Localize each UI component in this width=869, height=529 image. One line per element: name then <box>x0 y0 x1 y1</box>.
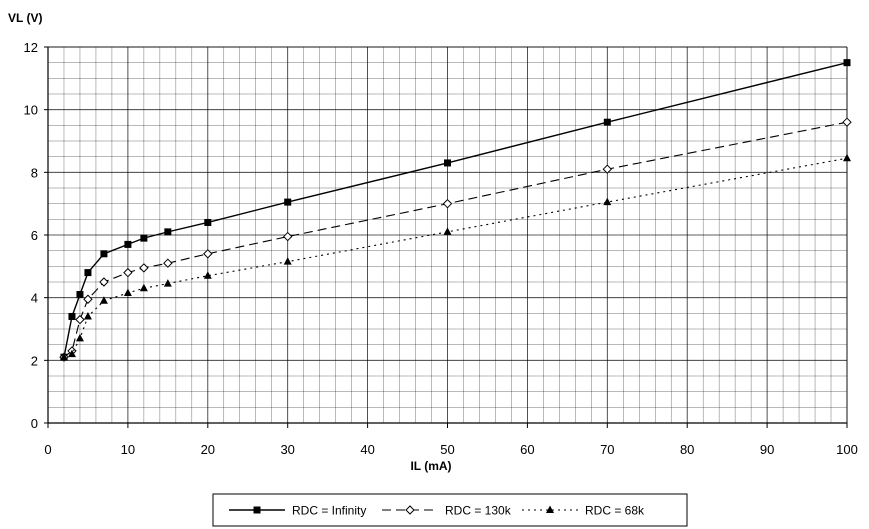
x-tick-label: 10 <box>121 442 135 457</box>
data-point <box>68 312 76 320</box>
data-point <box>204 218 212 226</box>
data-point <box>282 231 293 242</box>
y-axis-title: VL (V) <box>8 11 42 25</box>
data-point <box>140 234 148 242</box>
y-tick-label: 6 <box>31 228 38 243</box>
legend-label: RDC = Infinity <box>292 504 366 518</box>
x-tick-label: 50 <box>440 442 454 457</box>
data-point <box>602 164 613 174</box>
tick-labels: 0 10 20 30 40 50 60 70 80 90 100 0 2 4 6 8 10 12 <box>24 40 858 457</box>
data-point <box>76 291 84 299</box>
data-point <box>284 198 292 206</box>
legend-item-1: RDC = Infinity <box>229 504 366 518</box>
x-tick-label: 60 <box>520 442 534 457</box>
data-point <box>139 263 149 273</box>
data-point <box>139 283 148 292</box>
data-point <box>443 227 452 235</box>
x-tick-label: 0 <box>44 442 51 457</box>
x-tick-label: 90 <box>760 442 774 457</box>
y-tick-label: 8 <box>31 165 38 180</box>
series-1 <box>60 59 851 361</box>
x-tick-label: 30 <box>280 442 294 457</box>
series-3 <box>59 153 851 361</box>
y-tick-label: 2 <box>31 353 38 368</box>
x-tick-label: 100 <box>836 442 858 457</box>
y-tick-label: 4 <box>31 291 38 306</box>
data-point <box>99 296 108 304</box>
data-point <box>75 333 84 342</box>
grid <box>47 46 848 424</box>
legend-marker <box>546 505 554 513</box>
data-point <box>203 271 212 279</box>
data-point <box>100 250 108 258</box>
data-point <box>203 249 213 259</box>
data-point <box>99 277 109 287</box>
legend-label: RDC = 130k <box>445 504 512 518</box>
data-point <box>603 197 612 206</box>
data-point <box>283 257 292 265</box>
legend-box <box>212 493 688 527</box>
legend-item-2: RDC = 130k <box>382 504 512 518</box>
data-point <box>123 267 133 278</box>
data-point <box>163 258 173 268</box>
series-layer <box>59 59 852 362</box>
data-point <box>124 240 132 248</box>
x-tick-label: 40 <box>360 442 374 457</box>
legend-label: RDC = 68k <box>585 504 645 518</box>
x-tick-label: 80 <box>680 442 694 457</box>
data-point <box>83 294 93 304</box>
x-tick-label: 70 <box>600 442 614 457</box>
y-tick-label: 0 <box>31 416 38 431</box>
data-point <box>843 153 851 162</box>
data-point <box>444 159 451 167</box>
data-point <box>163 279 172 287</box>
data-point <box>59 352 68 361</box>
data-point <box>123 288 132 296</box>
series-line <box>63 61 848 358</box>
x-tick-label: 20 <box>201 442 215 457</box>
data-point <box>164 228 172 236</box>
data-point <box>84 269 92 277</box>
data-point <box>842 117 852 127</box>
data-point <box>75 314 85 325</box>
data-point <box>603 118 611 126</box>
legend: RDC = Infinity RDC = 130k RDC = 68k <box>212 493 688 527</box>
x-axis-title: IL (mA) <box>410 459 451 473</box>
series-line <box>63 121 848 358</box>
data-point <box>83 311 92 320</box>
data-point <box>843 59 851 67</box>
series-2 <box>59 117 852 362</box>
legend-marker <box>253 506 261 514</box>
y-tick-label: 10 <box>24 103 38 118</box>
legend-item-3: RDC = 68k <box>522 504 645 518</box>
data-point <box>67 349 76 358</box>
y-tick-label: 12 <box>24 40 38 55</box>
legend-marker <box>405 505 415 515</box>
data-point <box>442 198 453 209</box>
